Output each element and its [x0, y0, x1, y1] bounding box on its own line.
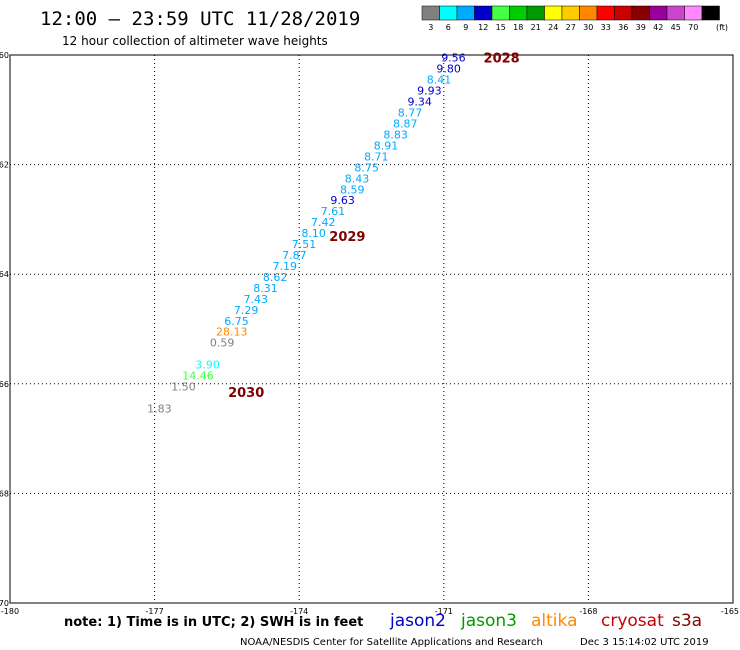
wave-height-point: 7.51 — [292, 238, 317, 251]
wave-height-point: 28.13 — [216, 326, 248, 339]
satellite-cryosat: cryosat — [601, 611, 664, 631]
legend-swatch — [526, 5, 545, 21]
wave-height-point: 3.90 — [195, 359, 220, 372]
legend-swatch — [456, 5, 475, 21]
wave-height-point: 1.50 — [171, 381, 196, 394]
legend-label: 12 — [478, 23, 488, 32]
legend-swatch — [596, 5, 615, 21]
legend-swatch — [491, 5, 510, 21]
legend-swatch — [474, 5, 493, 21]
legend-swatch — [666, 5, 685, 21]
legend-label: 70 — [688, 23, 698, 32]
legend-label: 45 — [671, 23, 681, 32]
wave-height-point: 8.77 — [398, 107, 423, 120]
legend-label: 33 — [601, 23, 611, 32]
x-tick-label: -171 — [435, 607, 453, 616]
legend-swatch — [614, 5, 633, 21]
x-tick-label: -177 — [146, 607, 164, 616]
footer-note: note: 1) Time is in UTC; 2) SWH is in fe… — [64, 615, 363, 630]
x-tick-label: -174 — [290, 607, 308, 616]
legend-label: 21 — [531, 23, 541, 32]
legend-swatch — [544, 5, 563, 21]
x-axis-ticks: -180 -177 -174 -171 -168 -165 — [1, 607, 739, 616]
pass-label: 2030 — [228, 386, 264, 401]
wave-height-point: 9.80 — [436, 63, 461, 76]
legend-swatch — [649, 5, 668, 21]
wave-height-point: 7.87 — [282, 249, 307, 262]
x-tick-label: -165 — [721, 607, 739, 616]
legend-swatch — [631, 5, 650, 21]
wave-height-point: 8.87 — [393, 118, 418, 131]
wave-height-point: 7.29 — [234, 304, 259, 317]
footer-credit: NOAA/NESDIS Center for Satellite Applica… — [240, 637, 543, 648]
y-axis-ticks: -60 -62 -64 -66 -68 -70 — [0, 51, 9, 608]
legend-swatch — [684, 5, 703, 21]
satellite-legend: jason2 jason3 altika cryosat s3a — [389, 611, 702, 631]
wave-height-point: 8.10 — [301, 227, 326, 240]
plot-frame — [9, 54, 734, 604]
wave-height-point: 8.75 — [354, 161, 379, 174]
legend-swatch — [561, 5, 580, 21]
wave-height-point: 7.42 — [311, 216, 336, 229]
footer-timestamp: Dec 3 15:14:02 UTC 2019 — [580, 637, 709, 648]
legend-label: 9 — [463, 23, 468, 32]
satellite-s3a: s3a — [672, 611, 702, 631]
wave-height-point: 8.59 — [340, 183, 365, 196]
wave-height-point: 8.43 — [345, 172, 370, 185]
y-tick-label: -66 — [0, 380, 9, 389]
wave-height-point: 7.61 — [321, 205, 346, 218]
wave-height-point: 8.41 — [427, 74, 452, 87]
legend-label: 6 — [446, 23, 451, 32]
wave-height-point: 7.19 — [272, 260, 297, 273]
wave-height-point: 6.75 — [224, 315, 249, 328]
y-tick-label: -62 — [0, 161, 9, 170]
legend-label: 15 — [496, 23, 506, 32]
wave-height-point: 7.43 — [244, 293, 269, 306]
wave-height-point: 8.71 — [364, 150, 389, 163]
wave-height-point: 14.46 — [182, 370, 214, 383]
chart-subtitle: 12 hour collection of altimeter wave hei… — [62, 34, 328, 48]
legend-swatch — [439, 5, 458, 21]
legend-label: 3 — [428, 23, 433, 32]
x-tick-label: -180 — [1, 607, 19, 616]
grid-lines — [10, 55, 733, 603]
y-tick-label: -68 — [0, 489, 9, 498]
wave-height-point: 8.83 — [383, 128, 408, 141]
legend-swatch — [701, 5, 720, 21]
wave-height-point: 9.56 — [441, 52, 466, 65]
y-tick-label: -64 — [0, 270, 9, 279]
chart-title: 12:00 – 23:59 UTC 11/28/2019 — [40, 8, 360, 30]
wave-height-point: 9.34 — [407, 96, 432, 109]
legend-swatch — [509, 5, 528, 21]
legend-label: 36 — [618, 23, 628, 32]
y-tick-label: -70 — [0, 599, 9, 608]
legend-unit: (ft) — [716, 23, 728, 32]
legend-swatch — [421, 5, 440, 21]
legend-swatch — [579, 5, 598, 21]
legend-label: 27 — [566, 23, 576, 32]
satellite-altika: altika — [531, 611, 578, 631]
wave-height-point: 8.62 — [263, 271, 288, 284]
wave-height-point: 1.83 — [147, 402, 172, 415]
wave-height-point: 0.59 — [210, 337, 235, 350]
wave-height-points: 9.569.808.419.939.348.778.878.838.918.71… — [147, 52, 466, 416]
legend-label: 39 — [636, 23, 646, 32]
satellite-jason2: jason2 — [389, 611, 446, 631]
legend-label: 24 — [548, 23, 558, 32]
pass-labels: 2028 2029 2030 — [228, 52, 520, 401]
legend-label: 30 — [583, 23, 593, 32]
wave-height-point: 9.63 — [330, 194, 355, 207]
wave-height-point: 8.91 — [374, 139, 399, 152]
pass-label: 2028 — [484, 52, 520, 67]
x-tick-label: -168 — [579, 607, 597, 616]
pass-label: 2029 — [329, 230, 365, 245]
wave-height-point: 9.93 — [417, 85, 442, 98]
y-tick-label: -60 — [0, 51, 9, 60]
wave-height-point: 8.31 — [253, 282, 278, 295]
satellite-jason3: jason3 — [460, 611, 517, 631]
color-legend: 3 6 9 12 15 18 21 24 27 30 33 36 39 42 45 70 — [421, 5, 720, 32]
legend-label: 18 — [513, 23, 523, 32]
legend-label: 42 — [653, 23, 663, 32]
